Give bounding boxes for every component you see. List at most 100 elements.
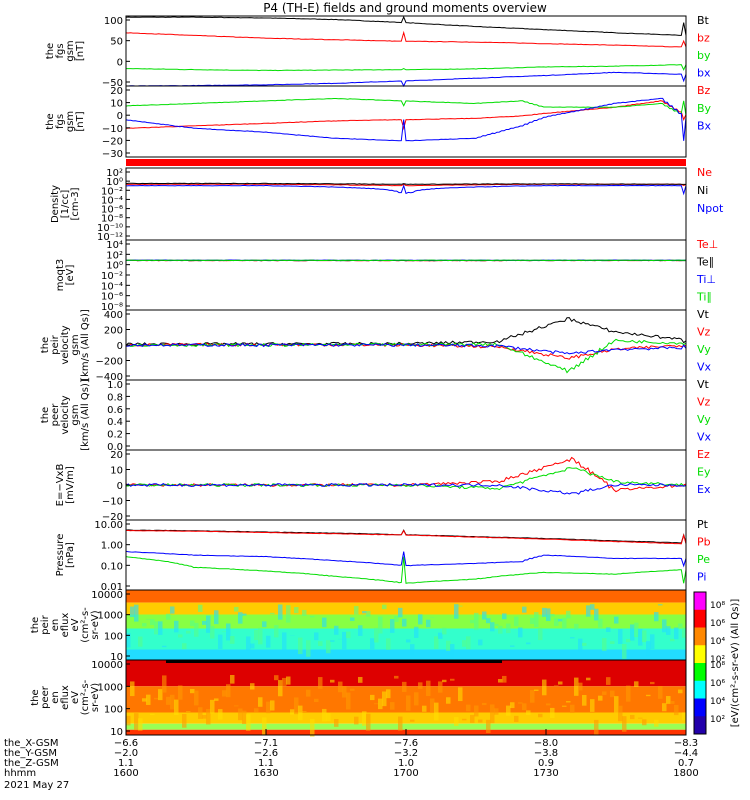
spectrogram-texture (214, 610, 219, 625)
spectrogram-texture (470, 714, 475, 723)
spectrogram-texture (502, 675, 507, 683)
spectrogram-texture (674, 627, 679, 640)
y-axis-label: thepeirvelocitygsm[km/s (All Qs)] (40, 309, 91, 381)
y-tick-label: 10⁻⁶ (101, 292, 123, 303)
colorbar-tick: 10⁴ (710, 697, 725, 707)
spectrogram-texture (542, 679, 547, 696)
spectrogram-texture (634, 622, 639, 638)
spectrogram-texture (234, 705, 239, 707)
x-tick-value: −7.6 (394, 738, 418, 749)
colorbar-segment (694, 609, 706, 628)
spectrogram-texture (190, 620, 195, 627)
y-tick-label: 0 (117, 111, 123, 122)
spectrogram-texture (150, 713, 155, 716)
spectrogram-texture (410, 644, 415, 656)
y-tick-label: −20 (102, 512, 123, 523)
spectrogram-texture (134, 604, 139, 622)
spectrogram-texture (394, 616, 399, 622)
spectrogram-texture (270, 700, 275, 711)
y-axis-label: thepeerenefluxeV(cm²-s-sr-eV) (30, 679, 101, 715)
spectrogram-texture (486, 719, 491, 734)
series-pressure-blue (125, 550, 687, 568)
spectrogram-texture (174, 699, 179, 716)
series-fgs_gsm-black (125, 15, 687, 36)
y-tick-label: 0.6 (107, 405, 123, 416)
spectrogram-texture (358, 625, 363, 636)
panel-density: Ne Ni Npot 10²10⁰10⁻²10⁻⁴10⁻⁶10⁻⁸10⁻¹⁰10⁻¹²… (50, 166, 724, 243)
y-tick-label: 10 (110, 727, 123, 738)
y-tick-label: 0 (117, 481, 123, 492)
legend-label: Ey (697, 466, 711, 479)
spectrogram-texture (302, 711, 307, 712)
x-tick-value: −7.1 (254, 738, 278, 749)
spectrogram-texture (682, 712, 687, 721)
spectrogram-texture (202, 715, 207, 719)
x-tick-value: −3.2 (394, 748, 418, 759)
y-tick-label: −50 (102, 78, 123, 89)
y-tick-label: 20 (110, 450, 123, 461)
x-tick-value: −8.3 (674, 738, 698, 749)
spectrogram-texture (286, 676, 291, 685)
spectrogram-band (126, 649, 686, 660)
spectrogram-texture (298, 637, 303, 655)
series-peir_velocity-green (125, 338, 687, 374)
legend-label: Ni (697, 184, 708, 197)
y-tick-label: 10⁻¹⁰ (97, 223, 123, 234)
spectrogram-texture (222, 690, 227, 697)
spectrogram-texture (330, 640, 335, 642)
y-tick-label: 10 (110, 466, 123, 477)
colorbar-segment (694, 716, 706, 735)
y-tick-label: 1.0 (107, 380, 123, 391)
spectrogram-texture (162, 675, 167, 693)
spectrogram-texture (154, 621, 159, 635)
y-axis-label: thefgsgsm[nT] (45, 111, 86, 132)
x-tick-value: −6.6 (114, 738, 138, 749)
series-e_field-red (125, 456, 687, 493)
spectrogram-texture (178, 634, 183, 638)
colorbar-segment (694, 663, 706, 682)
spectrogram-texture (178, 685, 183, 700)
spectrogram-texture (506, 705, 511, 716)
spectrogram-texture (434, 702, 439, 721)
spectrogram-texture (166, 613, 171, 620)
spectrogram-texture (570, 637, 575, 639)
spectrogram-texture (566, 610, 571, 619)
spectrogram-texture (370, 638, 375, 650)
spectrogram-texture (530, 617, 535, 625)
spectrogram-texture (554, 618, 559, 626)
spectrogram-texture (266, 701, 271, 714)
spectrogram-texture (342, 631, 347, 650)
spectrogram-texture (434, 636, 439, 649)
y-tick-label: −20 (102, 136, 123, 147)
panel-frame (125, 15, 687, 87)
spectrogram-texture (346, 692, 351, 710)
spectrogram-texture (566, 701, 571, 703)
spectrogram-texture (170, 606, 175, 614)
legend-label: Ne (697, 166, 712, 179)
legend-label: Npot (697, 202, 724, 215)
spectrogram-texture (350, 688, 355, 691)
y-tick-label: 10⁻⁴ (101, 281, 123, 292)
spectrogram-texture (534, 689, 539, 691)
series-density-blue (125, 184, 687, 196)
spectrogram-texture (562, 617, 567, 629)
y-tick-label: 0.0 (107, 442, 123, 453)
y-tick-label: 1000 (98, 611, 123, 622)
y-tick-label: 400 (104, 310, 123, 321)
spectrogram-texture (282, 677, 287, 687)
spectrogram-texture (306, 640, 311, 657)
spectrogram-texture (290, 709, 295, 715)
spectrogram-texture (634, 681, 639, 687)
spectrogram-texture (142, 698, 147, 702)
x-row-label: hhmm (4, 768, 36, 779)
spectrogram-texture (546, 703, 551, 706)
spectrogram-texture (398, 607, 403, 618)
spectrogram-texture (390, 702, 395, 710)
spectrogram-texture (342, 686, 347, 698)
spectrogram-texture (546, 608, 551, 622)
spectrogram-texture (126, 633, 131, 648)
spectrogram-texture (630, 624, 635, 641)
spectrogram-texture (446, 697, 451, 704)
legend-label: Pt (697, 518, 709, 531)
